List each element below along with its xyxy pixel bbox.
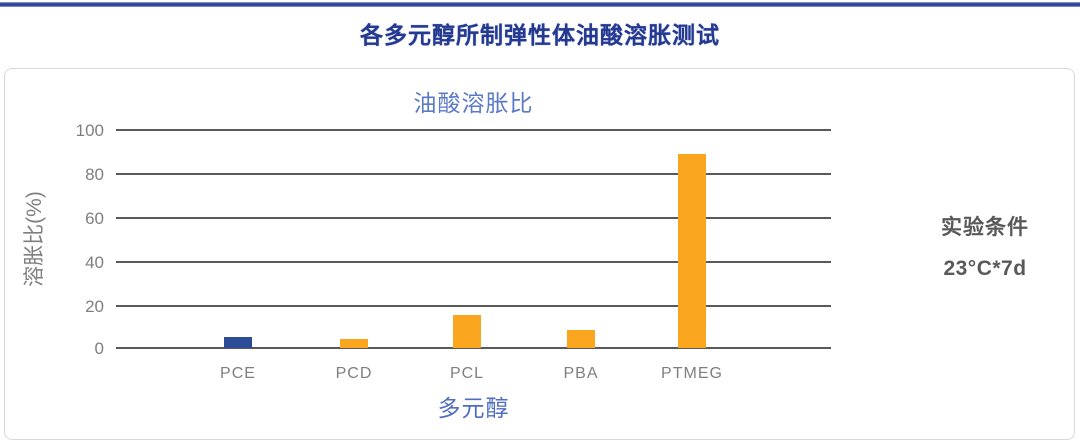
y-tick-label-100: 100 <box>75 121 104 140</box>
x-axis-label: 多元醇 <box>437 395 510 421</box>
gridline-0 <box>116 347 831 349</box>
page-title: 各多元醇所制弹性体油酸溶胀测试 <box>360 22 720 48</box>
experiment-conditions: 实验条件 23°C*7d <box>885 211 1080 281</box>
x-tick-label-pba: PBA <box>563 365 599 382</box>
bar-ptmeg <box>678 154 706 348</box>
y-tick-label-40: 40 <box>85 253 104 272</box>
y-tick-label-60: 60 <box>85 209 104 228</box>
bar-pcd <box>340 339 368 348</box>
gridline-80 <box>116 173 831 175</box>
chart-title: 油酸溶胀比 <box>413 90 534 116</box>
experiment-conditions-label: 实验条件 <box>941 216 1029 239</box>
x-tick-label-pce: PCE <box>220 365 256 382</box>
bar-pba <box>567 330 595 348</box>
experiment-conditions-value: 23°C*7d <box>943 257 1027 280</box>
y-tick-label-80: 80 <box>85 165 104 184</box>
gridline-20 <box>116 305 831 307</box>
plot-area: 0 20 40 60 80 100 PCE PCD PCL PBA PTMEG <box>76 121 831 382</box>
gridline-100 <box>116 129 831 131</box>
bar-pcl <box>453 315 481 348</box>
x-tick-label-pcd: PCD <box>335 365 373 382</box>
x-tick-label-pcl: PCL <box>449 365 485 382</box>
chart-panel: 油酸溶胀比 溶胀比(%) 0 20 40 60 80 100 PCE PCD PCL PBA PTM… <box>4 68 1075 440</box>
bar-pce <box>224 337 252 348</box>
y-tick-label-20: 20 <box>85 297 104 316</box>
x-tick-label-ptmeg: PTMEG <box>661 365 723 382</box>
top-divider-line <box>0 2 1080 7</box>
y-tick-label-0: 0 <box>94 339 104 358</box>
gridline-60 <box>116 217 831 219</box>
gridline-40 <box>116 261 831 263</box>
